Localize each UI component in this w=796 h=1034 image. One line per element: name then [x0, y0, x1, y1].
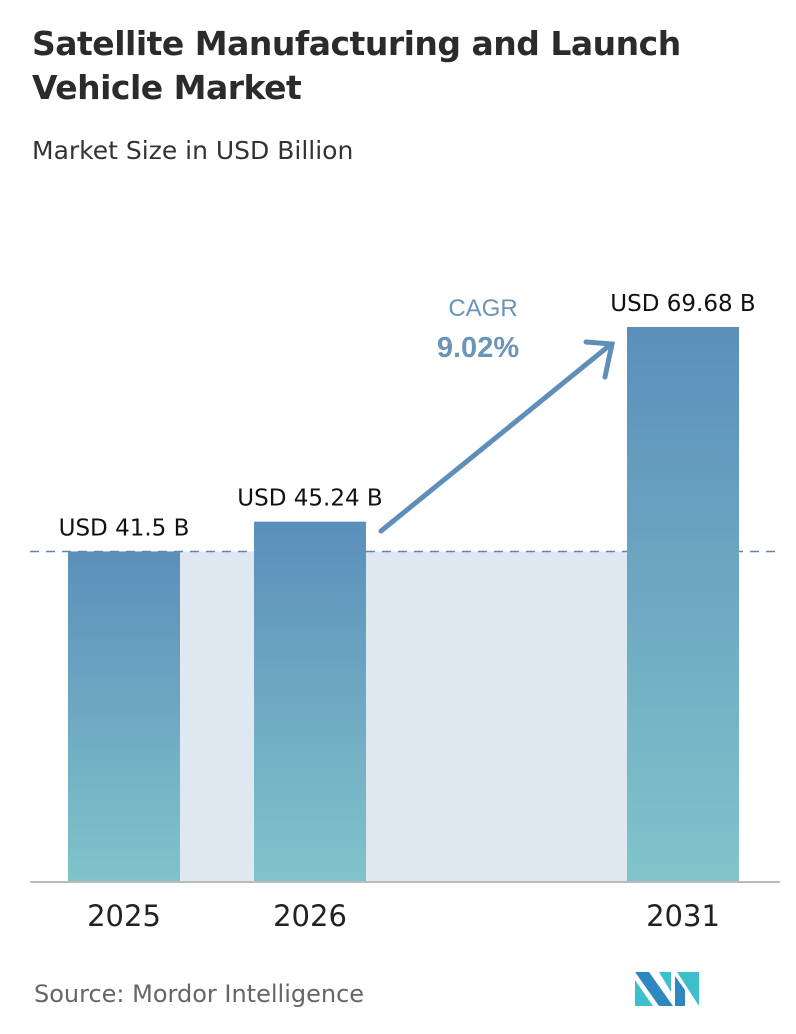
x-tick-2025: 2025	[87, 899, 161, 933]
chart-subtitle: Market Size in USD Billion	[32, 136, 354, 165]
cagr-value: 9.02%	[437, 332, 519, 364]
bar-2025	[68, 551, 180, 882]
cagr-label: CAGR	[448, 295, 517, 322]
source-text: Source: Mordor Intelligence	[34, 980, 365, 1008]
data-label-2031: USD 69.68 B	[610, 291, 755, 317]
x-tick-2026: 2026	[273, 899, 347, 933]
bar-2031	[627, 327, 739, 882]
x-tick-2031: 2031	[646, 899, 720, 933]
data-label-2025: USD 41.5 B	[59, 515, 190, 541]
data-label-2026: USD 45.24 B	[237, 486, 382, 512]
cagr-arrow	[378, 339, 616, 534]
bar-2026	[254, 521, 366, 882]
chart-title: Satellite Manufacturing and Launch Vehic…	[32, 24, 681, 107]
